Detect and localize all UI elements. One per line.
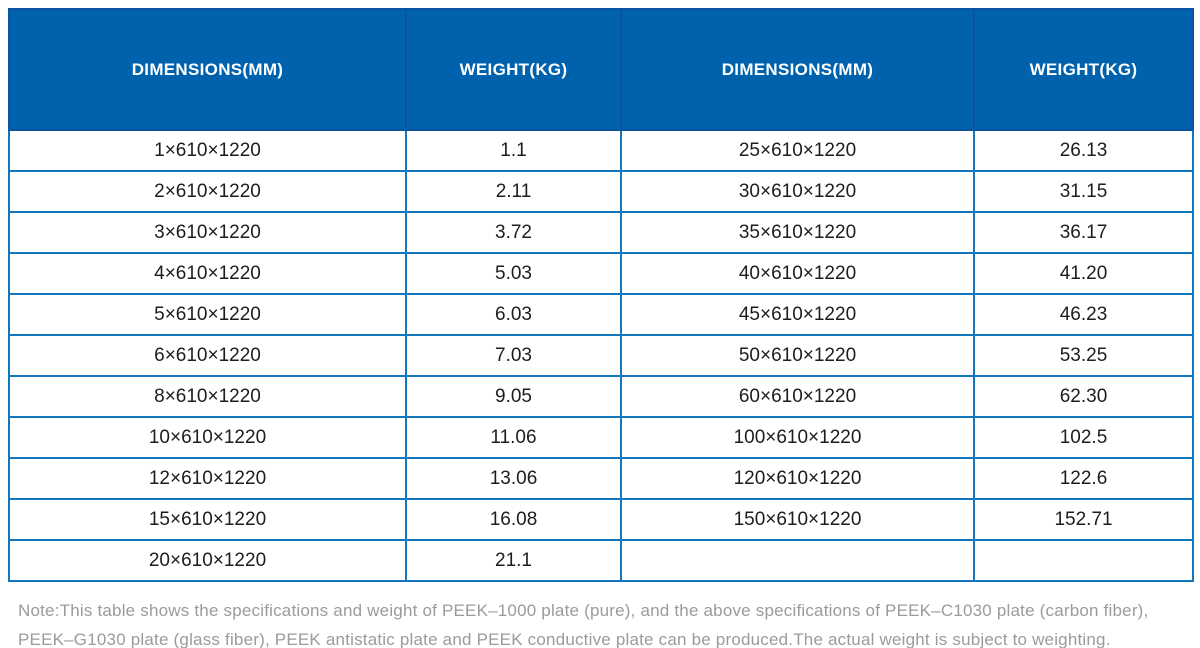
header-dimensions-right: DIMENSIONS(MM): [620, 8, 975, 131]
table-row: 4×610×1220 5.03 40×610×1220 41.20: [8, 252, 1194, 295]
table-cell: 20×610×1220: [8, 539, 407, 582]
table-row: 1×610×1220 1.1 25×610×1220 26.13: [8, 129, 1194, 172]
table-row: 5×610×1220 6.03 45×610×1220 46.23: [8, 293, 1194, 336]
table-cell: 13.06: [405, 457, 622, 500]
table-cell: 5.03: [405, 252, 622, 295]
table-cell: 45×610×1220: [620, 293, 975, 336]
table-cell: 120×610×1220: [620, 457, 975, 500]
table-cell: 10×610×1220: [8, 416, 407, 459]
table-cell: 8×610×1220: [8, 375, 407, 418]
table-body: 1×610×1220 1.1 25×610×1220 26.13 2×610×1220 2…: [8, 129, 1194, 582]
table-cell: 2.11: [405, 170, 622, 213]
header-weight-left: WEIGHT(KG): [405, 8, 622, 131]
table-cell: 50×610×1220: [620, 334, 975, 377]
table-cell: 16.08: [405, 498, 622, 541]
table-cell: 150×610×1220: [620, 498, 975, 541]
header-row: DIMENSIONS(MM) WEIGHT(KG) DIMENSIONS(MM)…: [8, 8, 1194, 131]
table-cell: 36.17: [973, 211, 1194, 254]
table-cell: 3.72: [405, 211, 622, 254]
table-cell: 40×610×1220: [620, 252, 975, 295]
table-cell: 1×610×1220: [8, 129, 407, 172]
table-cell: 31.15: [973, 170, 1194, 213]
table-row: 12×610×1220 13.06 120×610×1220 122.6: [8, 457, 1194, 500]
table-cell: 2×610×1220: [8, 170, 407, 213]
table-cell: [973, 539, 1194, 582]
table-cell: 3×610×1220: [8, 211, 407, 254]
table-header: DIMENSIONS(MM) WEIGHT(KG) DIMENSIONS(MM)…: [8, 8, 1194, 131]
table-row: 10×610×1220 11.06 100×610×1220 102.5: [8, 416, 1194, 459]
table-cell: 41.20: [973, 252, 1194, 295]
table-cell: 9.05: [405, 375, 622, 418]
table-cell: 100×610×1220: [620, 416, 975, 459]
table-cell: 60×610×1220: [620, 375, 975, 418]
table-cell: 25×610×1220: [620, 129, 975, 172]
peek-plate-spec-table: DIMENSIONS(MM) WEIGHT(KG) DIMENSIONS(MM)…: [8, 8, 1194, 582]
table-cell: 152.71: [973, 498, 1194, 541]
table-cell: 1.1: [405, 129, 622, 172]
table-row: 6×610×1220 7.03 50×610×1220 53.25: [8, 334, 1194, 377]
table-cell: 12×610×1220: [8, 457, 407, 500]
table-cell: 11.06: [405, 416, 622, 459]
table-cell: 62.30: [973, 375, 1194, 418]
table-row: 15×610×1220 16.08 150×610×1220 152.71: [8, 498, 1194, 541]
table-cell: 46.23: [973, 293, 1194, 336]
table-row: 3×610×1220 3.72 35×610×1220 36.17: [8, 211, 1194, 254]
table-cell: 6×610×1220: [8, 334, 407, 377]
table-cell: 4×610×1220: [8, 252, 407, 295]
table-cell: 53.25: [973, 334, 1194, 377]
footnote: Note:This table shows the specifications…: [18, 601, 1149, 648]
table-row: 2×610×1220 2.11 30×610×1220 31.15: [8, 170, 1194, 213]
header-weight-right: WEIGHT(KG): [973, 8, 1194, 131]
table-cell: 30×610×1220: [620, 170, 975, 213]
table-cell: 35×610×1220: [620, 211, 975, 254]
table-cell: 15×610×1220: [8, 498, 407, 541]
table-cell: 5×610×1220: [8, 293, 407, 336]
table-cell: 7.03: [405, 334, 622, 377]
table-cell: 102.5: [973, 416, 1194, 459]
table-row: 8×610×1220 9.05 60×610×1220 62.30: [8, 375, 1194, 418]
table-cell: 26.13: [973, 129, 1194, 172]
table-cell: 122.6: [973, 457, 1194, 500]
header-dimensions-left: DIMENSIONS(MM): [8, 8, 407, 131]
table-cell: 21.1: [405, 539, 622, 582]
table-cell: [620, 539, 975, 582]
table-row: 20×610×1220 21.1: [8, 539, 1194, 582]
table-cell: 6.03: [405, 293, 622, 336]
